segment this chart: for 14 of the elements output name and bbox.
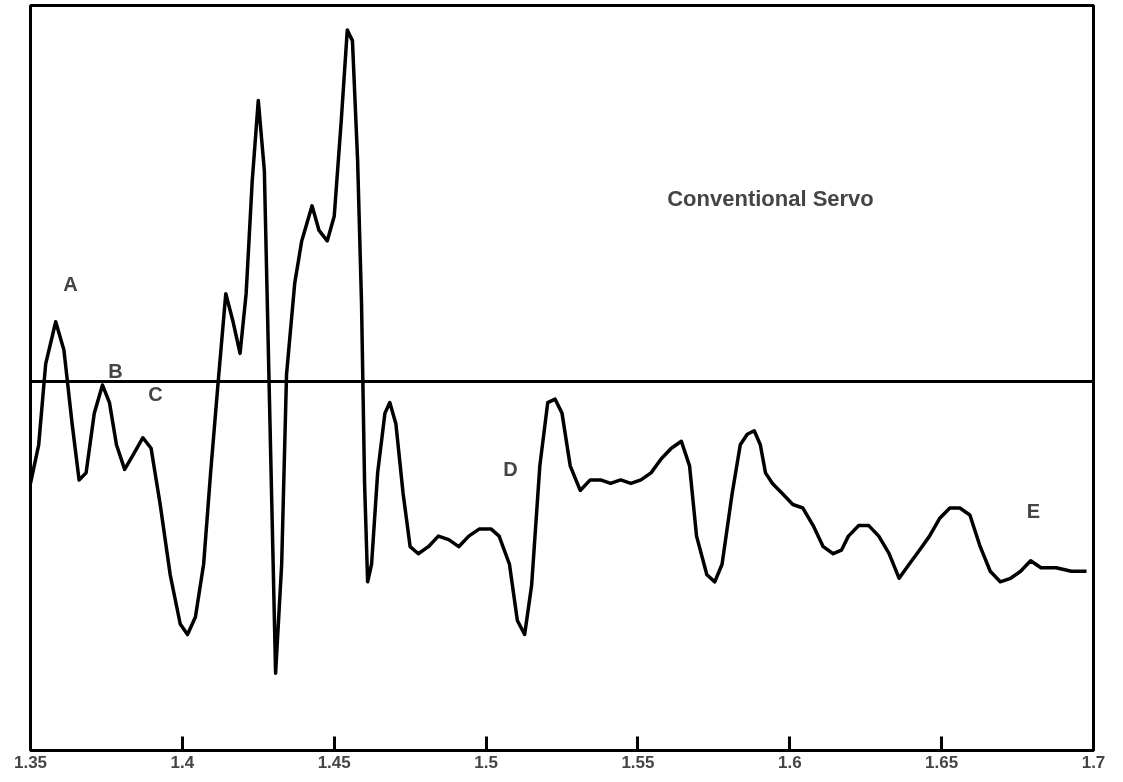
annotation: D <box>503 457 518 480</box>
x-tick-label: 1.5 <box>474 752 498 772</box>
x-tick-label: 1.6 <box>777 752 802 772</box>
x-tick-label: 1.35 <box>13 752 48 772</box>
annotation: Conventional Servo <box>667 186 874 211</box>
annotation: B <box>108 359 123 382</box>
annotation: C <box>148 382 163 405</box>
annotation: E <box>1026 499 1041 522</box>
x-tick-label: 1.55 <box>621 752 655 772</box>
x-tick-label: 1.45 <box>317 752 351 772</box>
x-tick-label: 1.4 <box>170 752 195 772</box>
x-tick-label: 1.7 <box>1081 752 1106 772</box>
annotation: A <box>63 272 78 295</box>
x-tick-label: 1.65 <box>925 752 959 772</box>
